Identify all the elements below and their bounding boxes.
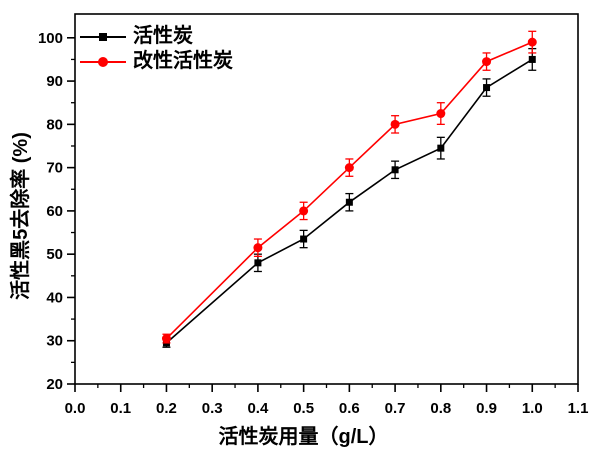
square-marker-icon [528,55,536,63]
legend-item: 活性炭 [80,24,233,49]
x-tick-label: 1.1 [568,400,589,417]
y-tick-label: 30 [46,333,63,350]
x-tick-label: 0.5 [293,400,314,417]
legend-line-series1 [80,32,126,41]
y-tick-label: 80 [46,116,63,133]
series-1 [162,47,537,348]
circle-marker-icon [436,109,446,119]
x-tick-label: 0.7 [385,400,406,417]
x-tick-label: 1.0 [522,400,543,417]
x-tick-label: 0.2 [156,400,177,417]
y-tick-label: 20 [46,376,63,393]
series-line [165,41,533,340]
square-marker-icon [483,84,491,92]
circle-marker-icon [390,119,400,129]
square-marker-icon [345,198,353,206]
x-axis: 0.0 0.1 0.2 0.3 0.4 0.5 0.6 0.7 0.8 0.9 1.0 1.1 [65,384,589,417]
x-tick-label: 0.9 [476,400,497,417]
circle-marker-icon [98,56,108,67]
circle-marker-icon [161,334,171,344]
circle-marker-icon [527,37,537,47]
x-tick-label: 0.3 [202,400,223,417]
legend-label-series1: 活性炭 [133,25,193,47]
legend: 活性炭 改性活性炭 [80,24,233,74]
series-line [165,58,533,344]
x-tick-label: 0.1 [110,400,131,417]
x-tick-label: 0.8 [430,400,451,417]
circle-marker-icon [253,243,263,253]
y-axis: 20 30 40 50 60 70 80 90 100 [38,30,75,393]
y-tick-label: 90 [46,73,63,90]
y-tick-label: 60 [46,203,63,220]
y-axis-title: 活性黑5去除率 (%) [10,132,32,300]
x-axis-title: 活性炭用量（g/L） [218,426,389,448]
square-marker-icon [391,166,399,174]
legend-line-series2 [80,56,126,67]
circle-marker-icon [482,57,492,67]
legend-item: 改性活性炭 [80,49,233,74]
square-marker-icon [254,259,262,267]
y-tick-label: 100 [38,30,63,47]
x-tick-label: 0.6 [339,400,360,417]
y-tick-label: 50 [46,246,63,263]
y-tick-label: 40 [46,289,63,306]
legend-label-series2: 改性活性炭 [133,50,233,72]
square-marker-icon [300,235,308,243]
circle-marker-icon [344,163,354,173]
x-tick-label: 0.0 [65,400,86,417]
x-tick-label: 0.4 [247,400,269,417]
series-2 [161,30,537,344]
circle-marker-icon [299,206,309,216]
square-marker-icon [99,32,107,41]
square-marker-icon [437,144,445,152]
y-tick-label: 70 [46,160,63,177]
